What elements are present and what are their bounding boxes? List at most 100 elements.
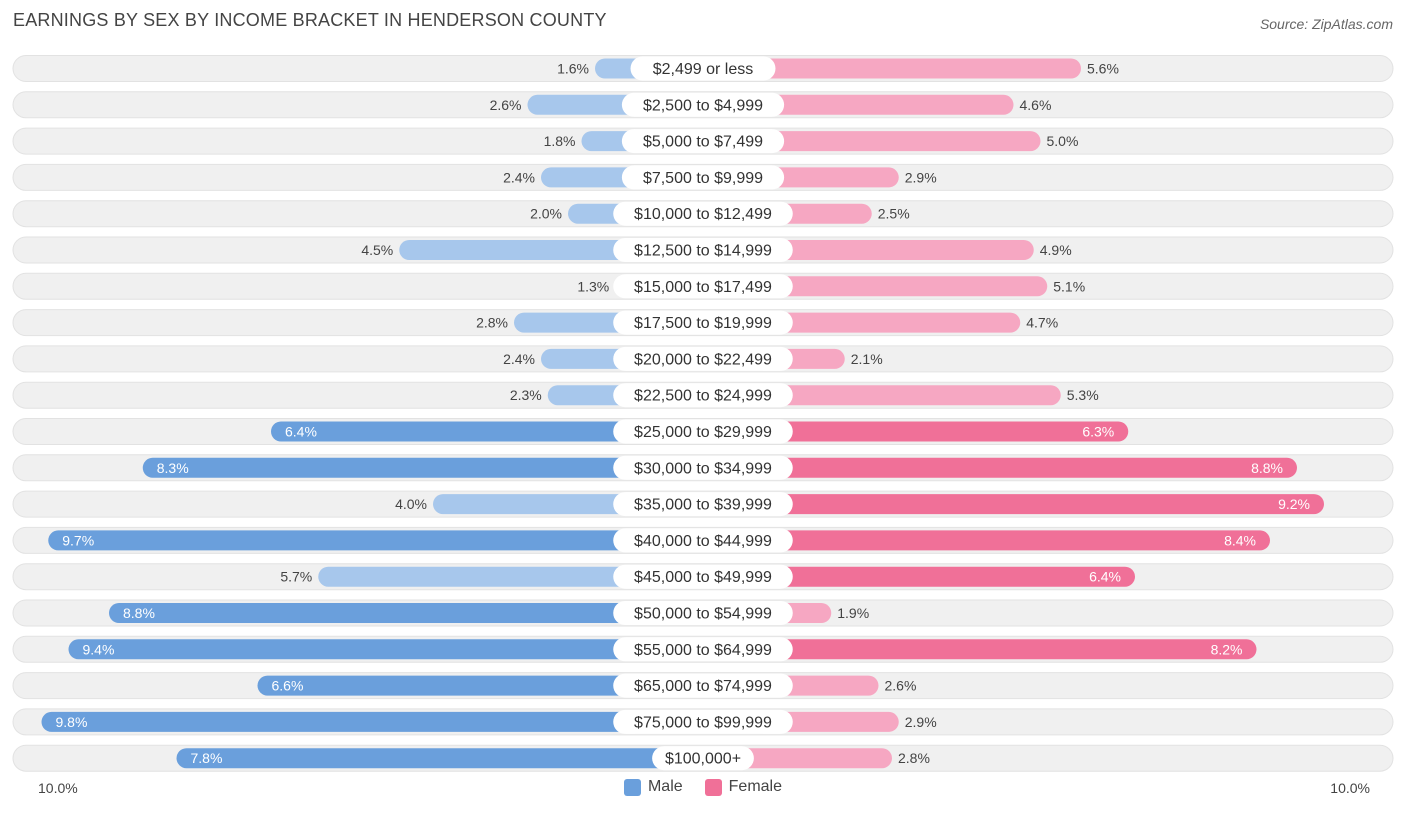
value-label-male: 9.4% bbox=[83, 641, 115, 657]
category-label-bg bbox=[613, 564, 793, 589]
legend-item-male[interactable]: Male bbox=[623, 778, 683, 796]
category-label: $25,000 to $29,999 bbox=[634, 424, 772, 441]
value-label-male: 2.6% bbox=[490, 97, 522, 113]
value-label-female: 8.8% bbox=[1251, 460, 1283, 476]
bar-male bbox=[41, 711, 703, 732]
category-label-bg bbox=[613, 673, 793, 698]
category-label: $17,500 to $19,999 bbox=[634, 315, 772, 332]
legend-swatch-female bbox=[704, 778, 722, 796]
category-label: $65,000 to $74,999 bbox=[634, 678, 772, 695]
value-label-male: 8.8% bbox=[123, 605, 155, 621]
category-label: $20,000 to $22,499 bbox=[634, 351, 772, 368]
value-label-male: 6.6% bbox=[272, 678, 304, 694]
legend: Male Female bbox=[0, 778, 1406, 796]
category-label: $40,000 to $44,999 bbox=[634, 533, 772, 550]
value-label-female: 2.1% bbox=[851, 351, 883, 367]
value-label-female: 8.4% bbox=[1224, 532, 1256, 548]
value-label-female: 5.1% bbox=[1053, 278, 1085, 294]
value-label-male: 2.4% bbox=[503, 351, 535, 367]
value-label-female: 2.8% bbox=[898, 750, 930, 766]
value-label-male: 7.8% bbox=[191, 750, 223, 766]
value-label-male: 4.5% bbox=[361, 242, 393, 258]
value-label-female: 5.6% bbox=[1087, 61, 1119, 77]
value-label-male: 8.3% bbox=[157, 460, 189, 476]
category-label-bg bbox=[621, 129, 785, 154]
value-label-male: 2.4% bbox=[503, 169, 535, 185]
category-label-bg bbox=[613, 709, 793, 734]
category-label: $30,000 to $34,999 bbox=[634, 460, 772, 477]
category-label: $22,500 to $24,999 bbox=[634, 388, 772, 405]
value-label-female: 5.0% bbox=[1047, 133, 1079, 149]
bar-female bbox=[703, 421, 1129, 442]
bar-male bbox=[48, 530, 703, 551]
bar-male bbox=[271, 421, 703, 442]
category-label-bg bbox=[630, 56, 776, 81]
bar-female bbox=[703, 494, 1324, 515]
legend-label-female: Female bbox=[728, 778, 783, 795]
category-label-bg bbox=[613, 492, 793, 517]
legend-swatch-male bbox=[623, 778, 641, 796]
value-label-female: 1.9% bbox=[837, 605, 869, 621]
value-label-female: 6.3% bbox=[1082, 424, 1114, 440]
bar-male bbox=[142, 457, 703, 478]
category-label-bg bbox=[613, 419, 793, 444]
legend-label-male: Male bbox=[647, 778, 683, 795]
category-label: $12,500 to $14,999 bbox=[634, 243, 772, 260]
category-label: $10,000 to $12,499 bbox=[634, 206, 772, 223]
value-label-male: 5.7% bbox=[280, 569, 312, 585]
bar-female bbox=[703, 385, 1061, 406]
bar-female bbox=[703, 131, 1041, 152]
value-label-male: 9.8% bbox=[56, 714, 88, 730]
value-label-female: 8.2% bbox=[1211, 641, 1243, 657]
value-label-female: 9.2% bbox=[1278, 496, 1310, 512]
bar-male bbox=[68, 639, 703, 660]
value-label-male: 1.8% bbox=[544, 133, 576, 149]
category-label: $2,500 to $4,999 bbox=[643, 97, 763, 114]
category-label: $15,000 to $17,499 bbox=[634, 279, 772, 296]
value-label-female: 4.7% bbox=[1026, 315, 1058, 331]
category-label: $35,000 to $39,999 bbox=[634, 497, 772, 514]
value-label-female: 2.5% bbox=[878, 206, 910, 222]
value-label-male: 1.3% bbox=[577, 278, 609, 294]
category-label-bg bbox=[613, 601, 793, 625]
axis-right-label: 10.0% bbox=[1330, 780, 1370, 796]
category-label-bg bbox=[613, 346, 793, 371]
value-label-female: 4.6% bbox=[1020, 97, 1052, 113]
bar-female bbox=[703, 566, 1135, 587]
bar-female bbox=[703, 639, 1257, 660]
category-label-bg bbox=[652, 746, 754, 771]
value-label-male: 2.0% bbox=[530, 206, 562, 222]
category-label: $45,000 to $49,999 bbox=[634, 569, 772, 586]
category-label: $50,000 to $54,999 bbox=[634, 606, 772, 623]
category-label-bg bbox=[621, 165, 785, 190]
value-label-male: 4.0% bbox=[395, 496, 427, 512]
category-label-bg bbox=[613, 310, 793, 335]
category-label-bg bbox=[613, 637, 793, 662]
value-label-female: 2.6% bbox=[885, 678, 917, 694]
value-label-female: 2.9% bbox=[905, 169, 937, 185]
bar-female bbox=[703, 58, 1081, 79]
category-label-bg bbox=[613, 201, 793, 226]
bar-male bbox=[257, 675, 703, 696]
value-label-male: 2.3% bbox=[510, 387, 542, 403]
category-label: $100,000+ bbox=[665, 751, 741, 768]
chart-title: EARNINGS BY SEX BY INCOME BRACKET IN HEN… bbox=[13, 10, 607, 30]
category-label-bg bbox=[613, 455, 793, 480]
category-label-bg bbox=[621, 92, 785, 117]
legend-item-female[interactable]: Female bbox=[704, 778, 783, 796]
category-label: $75,000 to $99,999 bbox=[634, 714, 772, 731]
value-label-female: 2.9% bbox=[905, 714, 937, 730]
category-label-bg bbox=[613, 238, 793, 262]
category-label: $7,500 to $9,999 bbox=[643, 170, 763, 187]
category-label-bg bbox=[613, 383, 793, 408]
bar-female bbox=[703, 457, 1297, 478]
bar-male bbox=[109, 603, 703, 623]
bar-female bbox=[703, 530, 1270, 551]
category-label: $55,000 to $64,999 bbox=[634, 642, 772, 659]
bar-male bbox=[176, 748, 703, 769]
source-credit: Source: ZipAtlas.com bbox=[1259, 16, 1393, 32]
category-label: $2,499 or less bbox=[653, 61, 754, 78]
value-label-female: 4.9% bbox=[1040, 242, 1072, 258]
category-label-bg bbox=[613, 274, 793, 299]
